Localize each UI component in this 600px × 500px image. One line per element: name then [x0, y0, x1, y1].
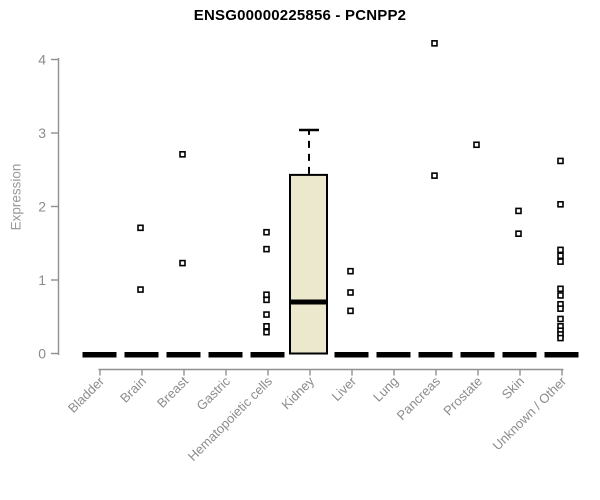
data-point	[179, 151, 186, 158]
data-point	[347, 289, 354, 296]
data-point	[557, 285, 564, 293]
zero-median-bar	[208, 352, 243, 358]
data-point	[515, 230, 522, 237]
data-point	[263, 323, 270, 330]
y-tick-label: 2	[38, 199, 46, 215]
y-tick-label: 0	[38, 346, 46, 362]
data-point	[557, 200, 564, 208]
zero-median-bar	[418, 352, 453, 358]
box	[289, 173, 328, 355]
data-point	[347, 307, 354, 315]
zero-median-bar	[334, 352, 369, 358]
x-tick-label: Brain	[117, 374, 149, 406]
data-point	[263, 291, 270, 299]
zero-median-bar	[460, 352, 495, 358]
data-point	[557, 305, 564, 312]
x-tick-label: Bladder	[65, 373, 108, 416]
data-point	[431, 172, 438, 179]
x-tick-label: Kidney	[278, 373, 317, 412]
data-point	[137, 286, 144, 293]
zero-median-bar	[502, 352, 537, 358]
data-point	[557, 315, 564, 323]
data-point	[557, 334, 564, 342]
y-tick-label: 1	[38, 272, 46, 288]
zero-median-bar	[250, 352, 285, 358]
data-point	[263, 245, 270, 253]
zero-median-bar	[166, 352, 201, 358]
zero-median-bar	[376, 352, 411, 358]
data-point	[557, 252, 564, 260]
data-point	[263, 228, 270, 236]
x-tick-label: Unknown / Other	[490, 373, 570, 453]
data-point	[263, 296, 270, 304]
data-point	[431, 40, 438, 47]
x-tick-label: Liver	[329, 373, 360, 404]
data-point	[473, 141, 480, 149]
data-point	[557, 292, 564, 299]
data-point	[179, 259, 186, 267]
x-tick-label: Prostate	[440, 374, 485, 419]
data-point	[515, 207, 522, 215]
zero-median-bar	[544, 352, 579, 358]
x-tick-label: Lung	[370, 374, 401, 405]
x-tick-label: Pancreas	[394, 373, 444, 423]
data-point	[557, 258, 564, 265]
data-point	[557, 246, 564, 254]
x-tick-label: Gastric	[193, 373, 233, 413]
chart-title: ENSG00000225856 - PCNPP2	[193, 7, 407, 24]
y-tick-label: 4	[38, 52, 46, 68]
x-tick-label: Breast	[154, 373, 191, 410]
y-tick-label: 3	[38, 125, 46, 141]
x-tick-label: Skin	[499, 374, 527, 402]
zero-median-bar	[124, 352, 159, 358]
data-point	[263, 328, 270, 336]
data-point	[137, 224, 144, 232]
data-point	[557, 157, 564, 165]
data-point	[263, 311, 270, 318]
data-point	[347, 267, 354, 275]
zero-median-bar	[82, 352, 117, 358]
